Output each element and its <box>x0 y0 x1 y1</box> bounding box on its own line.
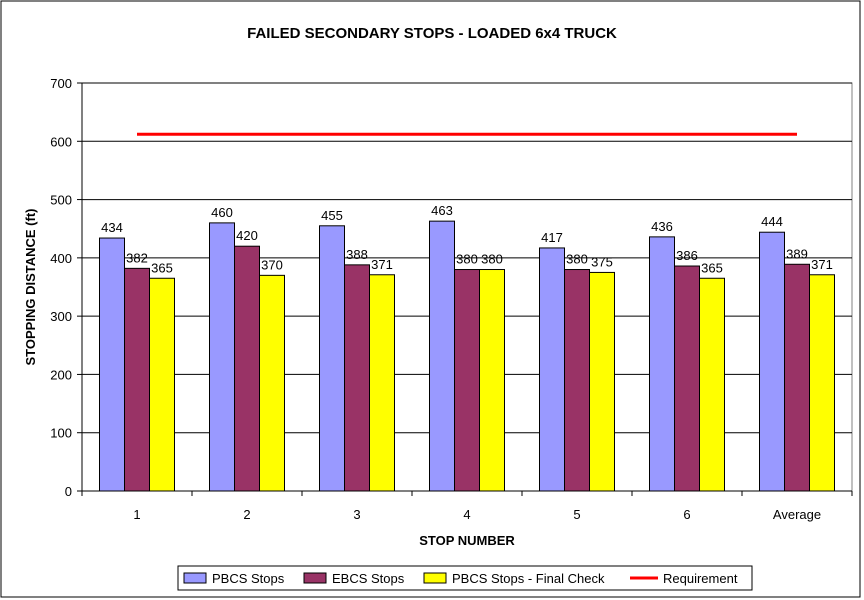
y-tick-labels: 0 100 200 300 400 500 600 700 <box>50 76 72 499</box>
bar <box>809 274 835 492</box>
y-tick-label: 300 <box>50 309 72 324</box>
data-label: 434 <box>101 220 123 235</box>
bar <box>759 231 785 492</box>
axes <box>77 82 853 496</box>
legend-label-final-check: PBCS Stops - Final Check <box>452 571 605 586</box>
data-label: 389 <box>786 246 808 261</box>
x-tick-label: 2 <box>243 507 250 522</box>
data-label: 370 <box>261 257 283 272</box>
legend-swatch-pbcs <box>183 572 207 584</box>
data-label: 460 <box>211 205 233 220</box>
data-label: 371 <box>371 257 393 272</box>
data-label: 380 <box>481 252 503 267</box>
y-tick-label: 100 <box>50 426 72 441</box>
bar <box>479 269 505 492</box>
legend-swatch-ebcs <box>303 572 327 584</box>
bars <box>99 220 835 492</box>
bar <box>209 222 235 492</box>
y-tick-label: 500 <box>50 193 72 208</box>
data-label: 380 <box>566 252 588 267</box>
bar <box>539 247 565 492</box>
bar <box>564 269 590 492</box>
bar <box>429 220 455 492</box>
chart-title: FAILED SECONDARY STOPS - LOADED 6x4 TRUC… <box>247 25 617 42</box>
data-label: 386 <box>676 248 698 263</box>
data-label: 388 <box>346 247 368 262</box>
x-tick-label: 3 <box>353 507 360 522</box>
bar <box>454 269 480 492</box>
bar <box>674 265 700 492</box>
data-label: 371 <box>811 257 833 272</box>
bar <box>99 237 125 492</box>
y-tick-label: 400 <box>50 251 72 266</box>
x-tick-label: 4 <box>463 507 470 522</box>
data-label: 382 <box>126 250 148 265</box>
bar <box>344 264 370 492</box>
data-label: 365 <box>151 260 173 275</box>
data-label: 417 <box>541 230 563 245</box>
y-axis-title: STOPPING DISTANCE (ft) <box>23 209 38 366</box>
legend-label-requirement: Requirement <box>663 571 738 586</box>
y-tick-label: 0 <box>65 484 72 499</box>
bar <box>234 245 260 492</box>
data-label: 380 <box>456 252 478 267</box>
legend-label-pbcs: PBCS Stops <box>212 571 285 586</box>
data-label: 420 <box>236 228 258 243</box>
x-axis-title: STOP NUMBER <box>419 533 515 548</box>
y-tick-label: 600 <box>50 134 72 149</box>
bar <box>259 274 285 492</box>
data-label: 455 <box>321 208 343 223</box>
legend-swatch-final-check <box>423 572 447 584</box>
bar <box>149 277 175 492</box>
x-tick-label: 6 <box>683 507 690 522</box>
x-tick-labels: 1 2 3 4 5 6 Average <box>133 507 821 522</box>
x-tick-label: Average <box>773 507 821 522</box>
data-label: 375 <box>591 254 613 269</box>
legend-label-ebcs: EBCS Stops <box>332 571 405 586</box>
bar <box>369 274 395 492</box>
bar <box>699 277 725 492</box>
legend: PBCS Stops EBCS Stops PBCS Stops - Final… <box>177 565 753 591</box>
data-label: 463 <box>431 203 453 218</box>
data-label: 444 <box>761 214 783 229</box>
bar <box>784 263 810 492</box>
bar <box>589 271 615 492</box>
x-tick-label: 5 <box>573 507 580 522</box>
bar <box>649 236 675 492</box>
data-label: 365 <box>701 260 723 275</box>
y-tick-label: 700 <box>50 76 72 91</box>
y-tick-label: 200 <box>50 367 72 382</box>
data-label: 436 <box>651 219 673 234</box>
bar <box>124 267 150 492</box>
bar <box>319 225 345 492</box>
x-tick-label: 1 <box>133 507 140 522</box>
